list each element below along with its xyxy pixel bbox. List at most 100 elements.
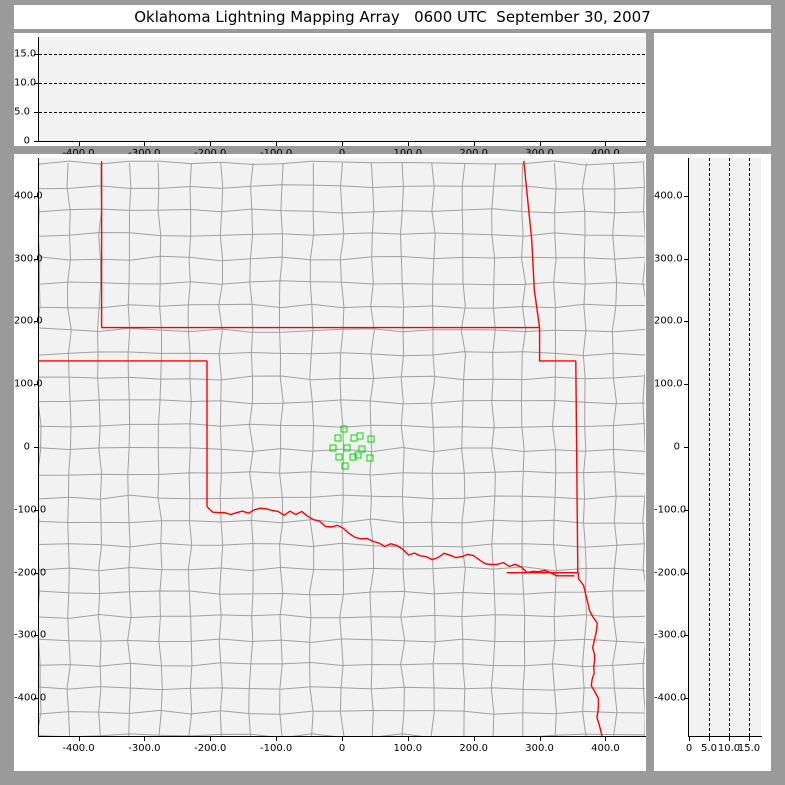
x-tick-label: 400.0 <box>591 743 620 754</box>
x-tick-label: -400.0 <box>62 148 94 159</box>
lightning-source-marker[interactable] <box>367 435 375 443</box>
county-border-line <box>39 184 645 190</box>
county-border-line <box>399 162 406 736</box>
county-border-line <box>581 162 588 736</box>
county-border-line <box>187 162 193 736</box>
county-border-line <box>39 160 645 166</box>
x-tick-label: -300.0 <box>128 148 160 159</box>
gridline-vertical <box>749 158 750 736</box>
county-border-line <box>157 162 163 736</box>
y-tick-label: -100.0 <box>654 504 687 516</box>
y-tick <box>34 698 39 700</box>
y-tick <box>684 195 689 197</box>
height-histogram-panel <box>654 33 771 146</box>
county-border-line <box>39 638 645 644</box>
lightning-source-marker[interactable] <box>358 445 366 453</box>
map-geography <box>39 160 645 736</box>
y-tick-label: -300.0 <box>654 629 687 641</box>
y-tick-label: 0 <box>23 441 30 453</box>
county-border-line <box>66 162 72 736</box>
x-tick-label: -200.0 <box>194 743 227 754</box>
lightning-source-marker[interactable] <box>340 425 348 433</box>
y-tick <box>34 83 39 85</box>
y-tick-label: 10.0 <box>14 77 37 89</box>
x-tick-label: 0 <box>339 148 345 159</box>
x-tick <box>144 141 146 146</box>
county-border-line <box>39 446 645 453</box>
x-tick <box>539 141 541 146</box>
county-border-line <box>490 162 497 736</box>
y-tick-label: 5.0 <box>14 106 30 118</box>
x-tick <box>78 141 80 146</box>
lightning-source-marker[interactable] <box>350 434 358 442</box>
x-tick-label: 10.0 <box>717 743 741 754</box>
y-tick <box>684 258 689 260</box>
county-border-line <box>39 613 645 619</box>
county-border-line <box>369 162 375 736</box>
y-tick-label: 100.0 <box>654 378 683 390</box>
plan-view-map-plot-area[interactable] <box>39 158 645 736</box>
lightning-source-marker[interactable] <box>366 454 374 462</box>
x-tick <box>342 141 343 146</box>
county-border-line <box>39 423 645 429</box>
lightning-source-marker[interactable] <box>343 444 351 452</box>
altitude-profile-panel: 0 5.0 10.0 15.0 -400.0 -300.0 -200.0 -100.0 0 100… <box>654 154 771 771</box>
x-tick <box>78 736 80 741</box>
y-tick-label: -400.0 <box>14 692 47 704</box>
x-tick <box>689 736 690 741</box>
y-tick <box>34 635 39 637</box>
y-tick <box>34 509 39 511</box>
gridline-vertical <box>729 158 730 736</box>
x-tick-label: 200.0 <box>459 743 489 754</box>
state-border-line <box>538 327 576 362</box>
lightning-source-marker[interactable] <box>341 462 349 470</box>
county-border-line <box>248 162 254 736</box>
x-tick-label: -200.0 <box>194 148 226 159</box>
x-tick-label: 100.0 <box>394 148 423 159</box>
county-border-line <box>39 231 645 237</box>
x-tick <box>276 736 278 741</box>
county-border-line <box>39 709 645 715</box>
y-tick <box>684 698 689 700</box>
y-tick-label: -100.0 <box>14 504 47 516</box>
county-border-line <box>96 162 103 736</box>
x-tick-label: -300.0 <box>128 743 161 754</box>
lightning-source-marker[interactable] <box>329 444 337 452</box>
gridline-horizontal <box>39 54 645 56</box>
county-border-line <box>460 162 467 736</box>
county-border-line <box>39 661 645 668</box>
county-border-line <box>279 162 284 736</box>
x-tick <box>749 736 750 741</box>
county-border-line <box>520 162 527 736</box>
y-tick-label: 0 <box>23 135 30 147</box>
gridline-vertical <box>709 158 710 736</box>
lightning-source-marker[interactable] <box>349 453 357 461</box>
x-tick-label: -400.0 <box>62 743 95 754</box>
county-border-line <box>430 162 436 736</box>
altitude-profile-plot-area <box>689 158 761 736</box>
x-tick <box>729 736 730 741</box>
y-tick <box>34 258 39 260</box>
y-tick-label: 200.0 <box>654 315 683 327</box>
x-tick <box>407 736 409 741</box>
x-tick <box>539 736 541 741</box>
county-border-line <box>39 280 645 286</box>
state-border-line <box>206 506 575 577</box>
y-tick <box>684 447 689 448</box>
county-border-line <box>39 686 645 691</box>
lightning-source-marker[interactable] <box>334 434 342 442</box>
lightning-source-marker[interactable] <box>335 453 343 461</box>
county-border-line <box>39 327 645 333</box>
y-tick-label: 400.0 <box>654 190 683 202</box>
county-border-line <box>551 162 557 736</box>
county-border-line <box>39 255 645 262</box>
gridline-horizontal <box>39 112 645 114</box>
x-tick-label: 200.0 <box>459 148 488 159</box>
state-border-line <box>577 572 603 736</box>
county-border-line <box>218 162 224 736</box>
y-tick-label: 15.0 <box>14 48 37 60</box>
county-border-line <box>39 399 645 405</box>
y-tick <box>34 572 39 574</box>
x-tick <box>473 141 475 146</box>
y-tick-label: -200.0 <box>654 567 687 579</box>
